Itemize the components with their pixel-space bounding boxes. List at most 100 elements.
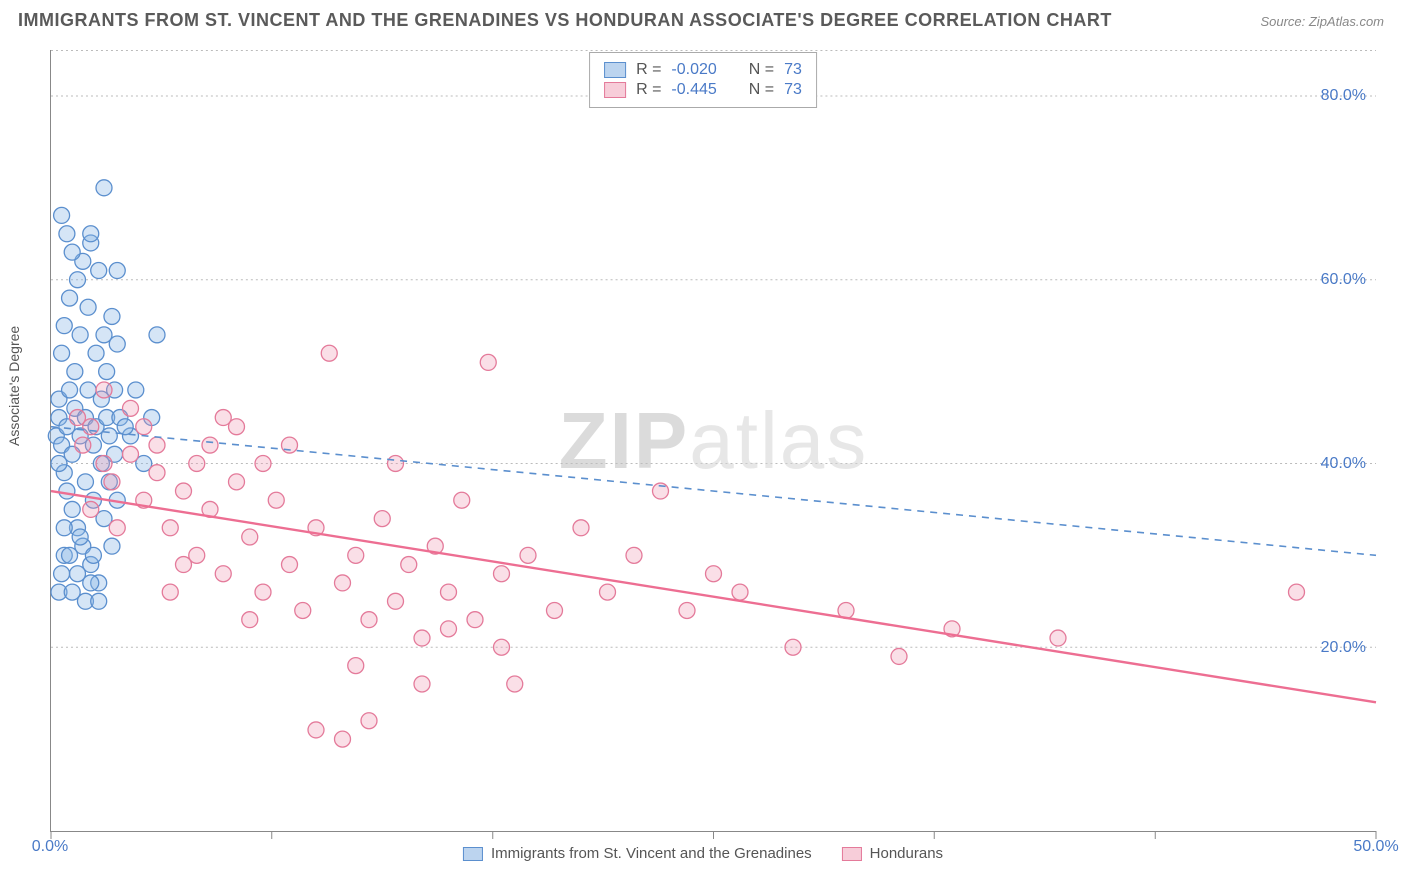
x-tick-label: 0.0% [32, 838, 68, 856]
scatter-point [109, 263, 125, 279]
scatter-point [109, 520, 125, 536]
scatter-point [189, 455, 205, 471]
scatter-point [176, 557, 192, 573]
scatter-point [56, 520, 72, 536]
legend-swatch-series2 [604, 82, 626, 98]
scatter-point [361, 713, 377, 729]
scatter-point [494, 566, 510, 582]
y-tick-label: 80.0% [1321, 87, 1366, 105]
scatter-point [91, 593, 107, 609]
scatter-point [51, 455, 67, 471]
scatter-point [441, 621, 457, 637]
scatter-point [54, 566, 70, 582]
scatter-point [626, 547, 642, 563]
series-legend: Immigrants from St. Vincent and the Gren… [463, 845, 943, 862]
scatter-point [335, 731, 351, 747]
scatter-point [96, 382, 112, 398]
scatter-point [56, 318, 72, 334]
scatter-point [128, 382, 144, 398]
scatter-point [96, 180, 112, 196]
scatter-point [176, 483, 192, 499]
scatter-point [149, 327, 165, 343]
y-axis-label: Associate's Degree [6, 326, 22, 446]
scatter-point [83, 575, 99, 591]
scatter-point [62, 547, 78, 563]
scatter-point [679, 602, 695, 618]
scatter-point [215, 410, 231, 426]
scatter-point [104, 308, 120, 324]
scatter-point [600, 584, 616, 600]
scatter-point [59, 483, 75, 499]
scatter-point [891, 648, 907, 664]
scatter-point [480, 354, 496, 370]
scatter-point [388, 593, 404, 609]
scatter-point [62, 382, 78, 398]
scatter-point [388, 455, 404, 471]
scatter-point [72, 529, 88, 545]
y-tick-label: 40.0% [1321, 455, 1366, 473]
scatter-point [348, 658, 364, 674]
plot-area: ZIPatlas [50, 50, 1376, 832]
legend-row-series1: R = -0.020 N = 73 [604, 61, 802, 79]
scatter-point [414, 676, 430, 692]
scatter-point [374, 511, 390, 527]
plot-svg [51, 50, 1376, 831]
scatter-point [72, 327, 88, 343]
scatter-point [1289, 584, 1305, 600]
scatter-point [91, 263, 107, 279]
scatter-point [104, 538, 120, 554]
scatter-point [123, 446, 139, 462]
x-tick-label: 50.0% [1353, 838, 1398, 856]
scatter-point [162, 520, 178, 536]
scatter-point [149, 465, 165, 481]
legend-item-series2: Hondurans [842, 845, 943, 862]
scatter-point [308, 722, 324, 738]
scatter-point [282, 437, 298, 453]
scatter-point [96, 455, 112, 471]
scatter-point [123, 400, 139, 416]
legend-n-label-1: N = [749, 61, 774, 79]
scatter-point [101, 428, 117, 444]
scatter-point [85, 547, 101, 563]
scatter-point [441, 584, 457, 600]
scatter-point [136, 419, 152, 435]
scatter-point [785, 639, 801, 655]
scatter-point [54, 207, 70, 223]
scatter-point [1050, 630, 1066, 646]
scatter-point [242, 529, 258, 545]
legend-r-value-2: -0.445 [671, 81, 716, 99]
legend-r-label-2: R = [636, 81, 661, 99]
scatter-point [706, 566, 722, 582]
scatter-point [83, 226, 99, 242]
scatter-point [104, 474, 120, 490]
legend-r-label-1: R = [636, 61, 661, 79]
scatter-point [162, 584, 178, 600]
scatter-point [454, 492, 470, 508]
legend-row-series2: R = -0.445 N = 73 [604, 81, 802, 99]
scatter-point [348, 547, 364, 563]
scatter-point [732, 584, 748, 600]
scatter-point [547, 602, 563, 618]
scatter-point [62, 290, 78, 306]
legend-n-label-2: N = [749, 81, 774, 99]
scatter-point [83, 419, 99, 435]
scatter-point [99, 364, 115, 380]
scatter-point [229, 474, 245, 490]
scatter-point [117, 419, 133, 435]
scatter-point [282, 557, 298, 573]
correlation-chart-container: IMMIGRANTS FROM ST. VINCENT AND THE GREN… [0, 0, 1406, 892]
scatter-point [242, 612, 258, 628]
scatter-point [361, 612, 377, 628]
scatter-point [67, 364, 83, 380]
legend-r-value-1: -0.020 [671, 61, 716, 79]
scatter-point [70, 272, 86, 288]
scatter-point [88, 345, 104, 361]
scatter-point [77, 474, 93, 490]
scatter-point [149, 437, 165, 453]
scatter-point [64, 244, 80, 260]
legend-n-value-2: 73 [784, 81, 802, 99]
legend-n-value-1: 73 [784, 61, 802, 79]
scatter-point [80, 299, 96, 315]
scatter-point [215, 566, 231, 582]
scatter-point [109, 336, 125, 352]
